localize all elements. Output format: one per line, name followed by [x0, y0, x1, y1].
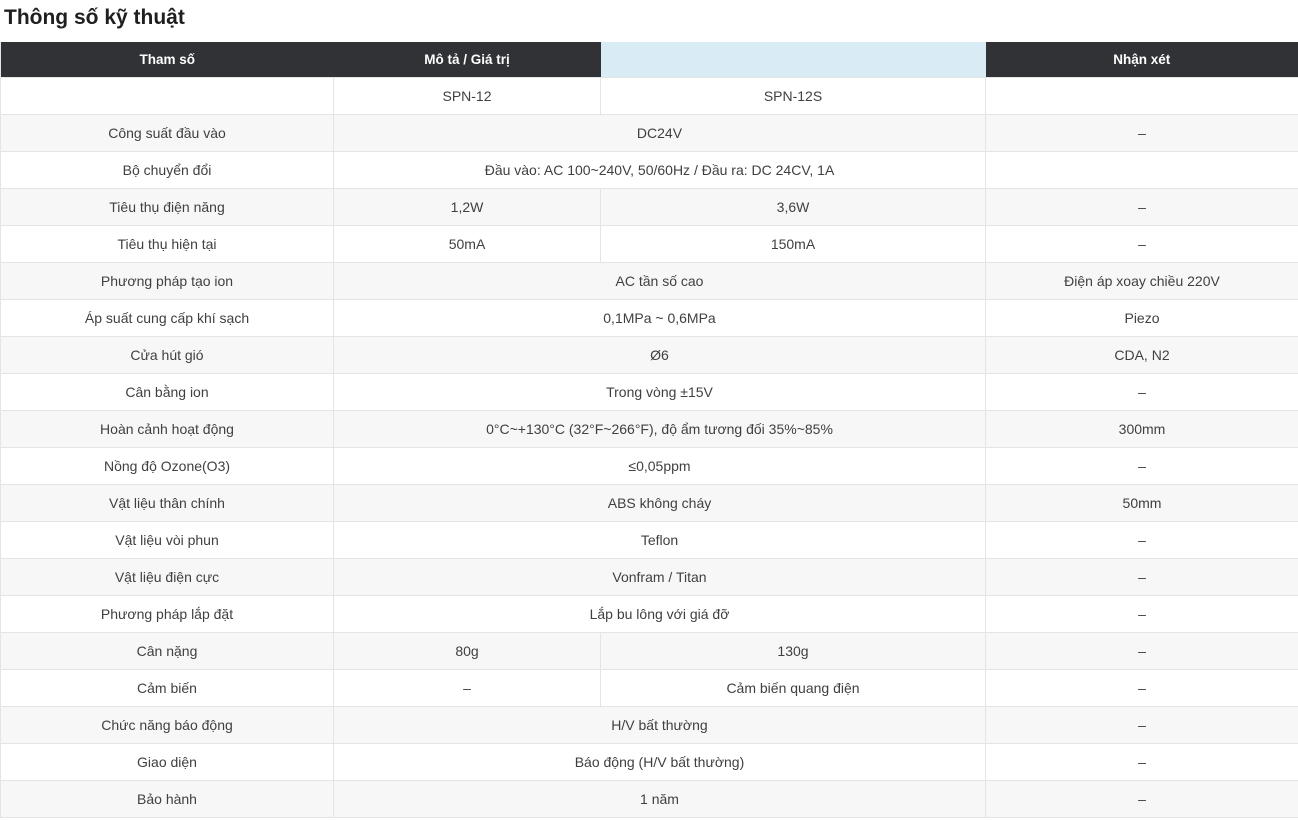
- header-row: Tham số Mô tả / Giá trị Nhận xét: [0, 42, 1298, 78]
- table-row: Công suất đầu vào DC24V –: [0, 114, 1298, 152]
- param-cell: Chức năng báo động: [0, 706, 334, 744]
- remark-cell: –: [985, 114, 1298, 152]
- value-cell-spn12s: 3,6W: [600, 188, 986, 226]
- param-cell: Tiêu thụ hiện tại: [0, 225, 334, 263]
- param-cell: Vật liệu vòi phun: [0, 521, 334, 559]
- param-cell: Tiêu thụ điện năng: [0, 188, 334, 226]
- value-cell: Vonfram / Titan: [333, 558, 986, 596]
- table-row: Vật liệu thân chính ABS không cháy 50mm: [0, 484, 1298, 522]
- remark-cell: CDA, N2: [985, 336, 1298, 374]
- value-cell: Trong vòng ±15V: [333, 373, 986, 411]
- param-cell: Vật liệu điện cực: [0, 558, 334, 596]
- table-row: Nồng độ Ozone(O3) ≤0,05ppm –: [0, 447, 1298, 485]
- table-row: Chức năng báo động H/V bất thường –: [0, 706, 1298, 744]
- header-value: Mô tả / Giá trị: [333, 42, 601, 78]
- value-cell-spn12: 80g: [333, 632, 601, 670]
- remark-cell: –: [985, 780, 1298, 818]
- value-cell: ABS không cháy: [333, 484, 986, 522]
- param-cell: Áp suất cung cấp khí sạch: [0, 299, 334, 337]
- param-cell: Bảo hành: [0, 780, 334, 818]
- value-cell-spn12: 1,2W: [333, 188, 601, 226]
- table-row: Phương pháp lắp đặt Lắp bu lông với giá đ…: [0, 595, 1298, 633]
- value-cell: Lắp bu lông với giá đỡ: [333, 595, 986, 633]
- model-empty-cell: [0, 77, 334, 115]
- remark-cell: –: [985, 373, 1298, 411]
- value-cell-spn12s: 150mA: [600, 225, 986, 263]
- spec-table-head: Tham số Mô tả / Giá trị Nhận xét: [0, 42, 1298, 78]
- remark-cell: –: [985, 632, 1298, 670]
- param-cell: Cảm biến: [0, 669, 334, 707]
- spec-table-body: SPN-12 SPN-12S Công suất đầu vào DC24V – Bộ…: [0, 77, 1298, 818]
- value-cell: DC24V: [333, 114, 986, 152]
- param-cell: Vật liệu thân chính: [0, 484, 334, 522]
- table-row: Tiêu thụ điện năng 1,2W 3,6W –: [0, 188, 1298, 226]
- remark-cell: –: [985, 521, 1298, 559]
- remark-cell: –: [985, 225, 1298, 263]
- param-cell: Cân nặng: [0, 632, 334, 670]
- remark-cell: Piezo: [985, 299, 1298, 337]
- value-cell: Báo động (H/V bất thường): [333, 743, 986, 781]
- header-param: Tham số: [0, 42, 334, 78]
- model-cell-spn12s: SPN-12S: [600, 77, 986, 115]
- value-cell: AC tần số cao: [333, 262, 986, 300]
- param-cell: Giao diện: [0, 743, 334, 781]
- param-cell: Hoàn cảnh hoạt động: [0, 410, 334, 448]
- model-row: SPN-12 SPN-12S: [0, 77, 1298, 115]
- remark-cell: –: [985, 558, 1298, 596]
- param-cell: Công suất đầu vào: [0, 114, 334, 152]
- value-cell: Teflon: [333, 521, 986, 559]
- param-cell: Phương pháp lắp đặt: [0, 595, 334, 633]
- table-row: Giao diện Báo động (H/V bất thường) –: [0, 743, 1298, 781]
- param-cell: Cân bằng ion: [0, 373, 334, 411]
- page-title: Thông số kỹ thuật: [4, 6, 185, 29]
- table-row: Tiêu thụ hiện tại 50mA 150mA –: [0, 225, 1298, 263]
- table-row: Vật liệu vòi phun Teflon –: [0, 521, 1298, 559]
- table-row: Hoàn cảnh hoạt động 0°C~+130°C (32°F~266°…: [0, 410, 1298, 448]
- value-cell-spn12s: 130g: [600, 632, 986, 670]
- table-row: Phương pháp tạo ion AC tần số cao Điện áp …: [0, 262, 1298, 300]
- header-remark: Nhận xét: [985, 42, 1298, 78]
- model-cell-spn12: SPN-12: [333, 77, 601, 115]
- remark-cell: –: [985, 447, 1298, 485]
- header-highlight: [600, 42, 986, 78]
- table-row: Cảm biến – Cảm biến quang điện –: [0, 669, 1298, 707]
- table-row: Cân bằng ion Trong vòng ±15V –: [0, 373, 1298, 411]
- param-cell: Nồng độ Ozone(O3): [0, 447, 334, 485]
- spec-table: Tham số Mô tả / Giá trị Nhận xét SPN-12 …: [0, 42, 1298, 818]
- table-row: Bộ chuyển đổi Đầu vào: AC 100~240V, 50/60…: [0, 151, 1298, 189]
- table-row: Áp suất cung cấp khí sạch 0,1MPa ~ 0,6MPa…: [0, 299, 1298, 337]
- remark-cell: –: [985, 188, 1298, 226]
- value-cell: Đầu vào: AC 100~240V, 50/60Hz / Đầu ra: …: [333, 151, 986, 189]
- remark-cell: –: [985, 706, 1298, 744]
- remark-cell: 300mm: [985, 410, 1298, 448]
- value-cell-spn12s: Cảm biến quang điện: [600, 669, 986, 707]
- table-row: Bảo hành 1 năm –: [0, 780, 1298, 818]
- value-cell: Ø6: [333, 336, 986, 374]
- value-cell-spn12: 50mA: [333, 225, 601, 263]
- remark-cell: 50mm: [985, 484, 1298, 522]
- remark-cell: –: [985, 743, 1298, 781]
- value-cell: 0,1MPa ~ 0,6MPa: [333, 299, 986, 337]
- param-cell: Phương pháp tạo ion: [0, 262, 334, 300]
- remark-cell: –: [985, 595, 1298, 633]
- value-cell: 1 năm: [333, 780, 986, 818]
- value-cell: ≤0,05ppm: [333, 447, 986, 485]
- remark-cell: Điện áp xoay chiều 220V: [985, 262, 1298, 300]
- model-remark-cell: [985, 77, 1298, 115]
- table-row: Cửa hút gió Ø6 CDA, N2: [0, 336, 1298, 374]
- remark-cell: –: [985, 669, 1298, 707]
- value-cell-spn12: –: [333, 669, 601, 707]
- remark-cell: [985, 151, 1298, 189]
- table-row: Vật liệu điện cực Vonfram / Titan –: [0, 558, 1298, 596]
- param-cell: Bộ chuyển đổi: [0, 151, 334, 189]
- value-cell: H/V bất thường: [333, 706, 986, 744]
- param-cell: Cửa hút gió: [0, 336, 334, 374]
- table-row: Cân nặng 80g 130g –: [0, 632, 1298, 670]
- value-cell: 0°C~+130°C (32°F~266°F), độ ẩm tương đối…: [333, 410, 986, 448]
